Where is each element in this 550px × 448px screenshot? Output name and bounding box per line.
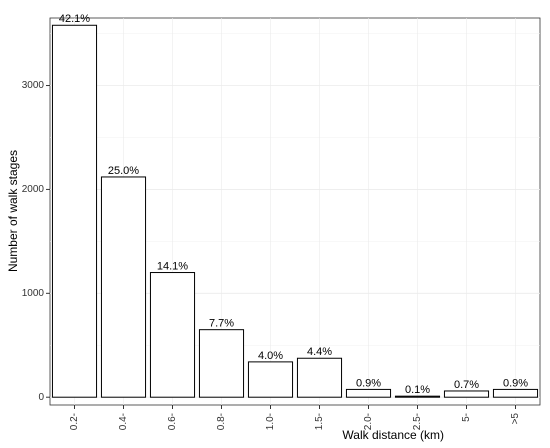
bar-label: 0.9% <box>503 377 528 389</box>
bar <box>51 24 98 398</box>
x-tick-label: 5- <box>461 413 472 422</box>
bar-label: 7.7% <box>209 318 234 330</box>
x-tick-label: 1.0- <box>265 413 276 430</box>
bar-label: 0.1% <box>405 384 430 396</box>
x-tick-label: 0.8- <box>216 413 227 430</box>
bar <box>345 388 392 398</box>
bar-label: 0.7% <box>454 379 479 391</box>
x-axis-title: Walk distance (km) <box>342 428 444 442</box>
bar <box>443 390 490 398</box>
bar <box>492 388 539 398</box>
bar <box>394 395 441 398</box>
bar <box>247 361 294 398</box>
x-tick-label: 2.5- <box>412 413 423 430</box>
bar <box>149 272 196 398</box>
bar-label: 0.9% <box>356 377 381 389</box>
bar <box>100 176 147 398</box>
bar-label: 42.1% <box>59 13 90 25</box>
y-tick-label: 2000 <box>22 184 45 195</box>
bar <box>296 357 343 398</box>
bar <box>198 329 245 398</box>
y-tick-label: 1000 <box>22 288 45 299</box>
x-tick-label: 0.4- <box>118 413 129 430</box>
x-tick-label: >5 <box>510 413 521 425</box>
bar-label: 4.4% <box>307 346 332 358</box>
x-tick-label: 1.5- <box>314 413 325 430</box>
bar-label: 25.0% <box>108 165 139 177</box>
x-tick-label: 0.6- <box>167 413 178 430</box>
bar-label: 14.1% <box>157 260 188 272</box>
x-tick-label: 0.2- <box>69 413 80 430</box>
x-tick-label: 2.0- <box>363 413 374 430</box>
y-tick-label: 3000 <box>22 80 45 91</box>
y-tick-label: 0 <box>38 392 44 403</box>
y-axis-title: Number of walk stages <box>6 150 20 272</box>
bar-label: 4.0% <box>258 350 283 362</box>
